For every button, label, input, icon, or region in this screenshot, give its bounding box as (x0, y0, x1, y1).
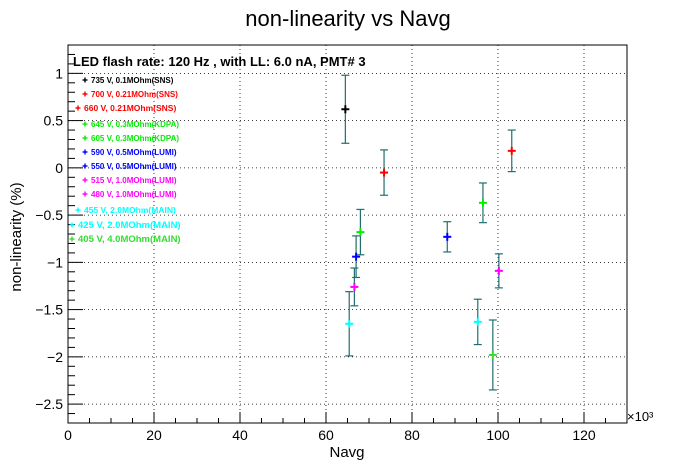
y-tick-label: −1.5 (35, 302, 63, 318)
axes: 0 20 40 60 80 100 120 1 0.5 0 −0.5 −1 −1.5 −2 −2.5 (35, 44, 628, 443)
legend-label: 405 V, 4.0MOhm(MAIN) (78, 234, 181, 245)
legend-label: 645 V, 0.3MOhm(KDPA) (91, 120, 179, 129)
x-tick-label: 120 (572, 427, 596, 443)
y-tick-label: −2.5 (35, 396, 63, 412)
legend: 735 V, 0.1MOhm(SNS) 700 V, 0.21MOhm(SNS) 6… (69, 76, 181, 245)
x-tick-label: 40 (232, 427, 248, 443)
legend-label: 700 V, 0.21MOhm(SNS) (91, 90, 178, 99)
legend-label: 480 V, 1.0MOhm(LUMI) (91, 190, 177, 199)
legend-label: 590 V, 0.5MOhm(LUMI) (91, 148, 177, 157)
legend-label: 515 V, 1.0MOhm(LUMI) (91, 176, 177, 185)
x-tick-label: 80 (404, 427, 420, 443)
legend-label: 550 V, 0.5MOhm(LUMI) (91, 162, 177, 171)
x-axis-label: Navg (329, 444, 364, 461)
legend-label: 425 V, 2.0MOhm(MAIN) (78, 220, 181, 231)
legend-label: 735 V, 0.1MOhm(SNS) (91, 76, 174, 85)
x-tick-label: 100 (486, 427, 510, 443)
x-tick-label: 60 (318, 427, 334, 443)
x-multiplier-label: ×10³ (627, 409, 654, 424)
legend-label: 660 V, 0.21MOhm(SNS) (84, 103, 176, 113)
y-tick-label: −2 (47, 349, 63, 365)
y-tick-label: −1 (47, 254, 63, 270)
error-bars (341, 74, 516, 391)
chart-subtitle: LED flash rate: 120 Hz , with LL: 6.0 nA… (73, 54, 366, 69)
y-tick-label: 0 (55, 160, 63, 176)
chart-title: non-linearity vs Navg (245, 6, 450, 31)
legend-label: 455 V, 2.0MOhm(MAIN) (84, 205, 176, 215)
legend-label: 605 V, 0.3MOhm(KDPA) (91, 134, 179, 143)
y-tick-label: 1 (55, 65, 63, 81)
data-markers (341, 105, 516, 359)
y-axis-label: non-linearity (%) (8, 182, 25, 291)
x-tick-label: 0 (64, 427, 72, 443)
y-tick-label: 0.5 (44, 113, 64, 129)
x-tick-label: 20 (146, 427, 162, 443)
y-tick-label: −0.5 (35, 207, 63, 223)
